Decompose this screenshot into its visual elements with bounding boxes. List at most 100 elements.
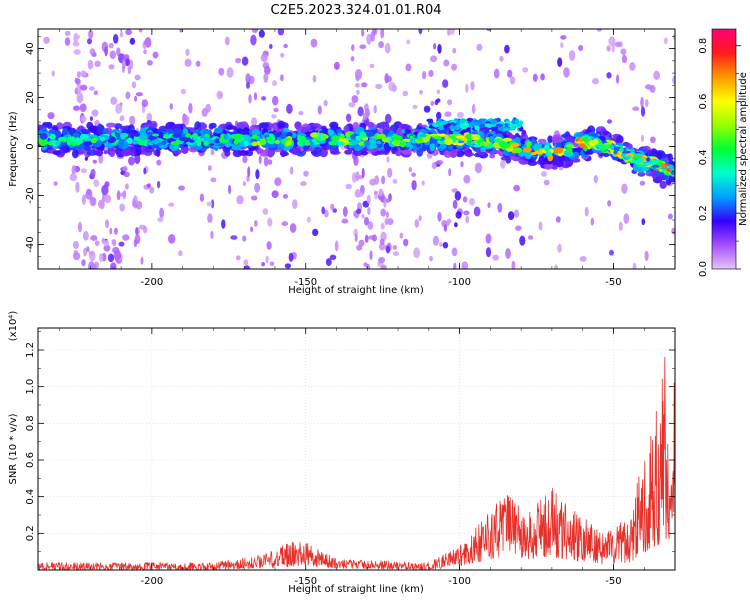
spectrogram-noise-blob — [104, 46, 108, 57]
spectrogram-band-blob — [456, 140, 465, 144]
spectrogram-noise-blob — [85, 190, 93, 200]
spectrogram-noise-blob — [88, 250, 96, 262]
spectrogram-noise-blob — [247, 166, 251, 177]
spectrogram-noise-blob — [622, 53, 626, 63]
spectrogram-band-blob — [120, 148, 131, 157]
spectrogram-noise-blob — [114, 227, 118, 235]
spectrogram-band-blob — [493, 138, 503, 143]
spectrogram-noise-blob — [138, 29, 143, 33]
spectrogram-band-blob — [419, 134, 427, 138]
spectrogram-noise-blob — [451, 63, 458, 71]
spectrogram-noise-blob — [370, 31, 376, 42]
spectrogram-noise-blob — [330, 203, 335, 211]
spectrogram-noise-blob — [288, 252, 294, 262]
spectrogram-xtick-label: -200 — [141, 277, 164, 288]
spectrogram-band-blob — [352, 149, 364, 156]
spectrogram-noise-blob — [124, 183, 129, 190]
spectrogram-noise-blob — [361, 29, 365, 37]
spectrogram-noise-blob — [71, 165, 77, 175]
spectrogram-noise-blob — [436, 111, 442, 120]
figure-title: C2E5.2023.324.01.01.R04 — [270, 3, 441, 18]
spectrogram-noise-blob — [353, 154, 359, 166]
spectrogram-noise-blob — [380, 29, 385, 39]
spectrogram-noise-blob — [156, 180, 161, 189]
spectrogram-noise-blob — [448, 168, 452, 177]
spectrogram-frame — [37, 28, 676, 270]
spectrogram-band-blob — [137, 140, 146, 146]
spectrogram-noise-blob — [245, 73, 251, 84]
spectrogram-noise-blob — [140, 256, 144, 265]
spectrogram-band-blob — [367, 121, 374, 128]
spectrogram-band-blob — [42, 122, 53, 128]
spectrogram-band-blob — [598, 144, 607, 150]
spectrogram-band-blob — [368, 143, 378, 149]
spectrogram-noise-blob — [178, 185, 186, 191]
spectrogram-noise-blob — [402, 90, 409, 97]
spectrogram-band-blob — [500, 156, 511, 161]
spectrogram-noise-blob — [51, 70, 55, 77]
spectrogram-band-blob — [286, 131, 293, 138]
spectrogram-ytick-label: 20 — [25, 91, 36, 104]
spectrogram-band-blob — [545, 151, 552, 157]
spectrogram-noise-blob — [149, 186, 155, 194]
spectrogram-band-blob — [565, 144, 575, 148]
spectrogram-noise-blob — [361, 213, 365, 219]
spectrogram-band-blob — [511, 119, 517, 126]
spectrogram-noise-blob — [541, 171, 548, 177]
spectrogram-noise-blob — [540, 73, 545, 81]
spectrogram-noise-blob — [91, 109, 99, 117]
spectrogram-band-blob — [602, 130, 609, 136]
spectrogram-noise-blob — [499, 55, 504, 62]
spectrogram-band-blob — [478, 124, 486, 129]
spectrogram-noise-blob — [334, 61, 340, 70]
spectrogram-band-blob — [232, 149, 243, 158]
spectrogram-noise-blob — [211, 199, 215, 209]
spectrogram-noise-blob — [224, 36, 230, 46]
snr-plot-area — [38, 328, 675, 570]
spectrogram-noise-blob — [250, 34, 257, 46]
spectrogram-band-blob — [126, 137, 133, 144]
spectrogram-band-blob — [376, 150, 386, 155]
spectrogram-noise-blob — [429, 255, 433, 262]
spectrogram-noise-blob — [606, 45, 611, 52]
snr-multiplier: (x10⁴) — [8, 311, 19, 342]
spectrogram-noise-blob — [640, 96, 644, 108]
spectrogram-band-blob — [272, 133, 281, 138]
spectrogram-band-blob — [203, 140, 209, 146]
spectrogram-noise-blob — [568, 50, 576, 61]
spectrogram-noise-blob — [83, 247, 87, 257]
spectrogram-band-blob — [434, 135, 442, 140]
spectrogram-noise-blob — [497, 202, 503, 213]
spectrogram-band-blob — [196, 139, 202, 144]
spectrogram-noise-blob — [513, 184, 520, 192]
spectrogram-noise-blob — [452, 47, 457, 54]
spectrogram-noise-blob — [89, 86, 95, 91]
spectrogram-band-blob — [350, 134, 356, 141]
spectrogram-noise-blob — [267, 159, 273, 165]
spectrogram-band-blob — [139, 133, 145, 141]
spectrogram-noise-blob — [289, 223, 297, 233]
spectrogram-noise-blob — [89, 48, 96, 56]
spectrogram-noise-blob — [47, 112, 55, 120]
spectrogram-noise-blob — [387, 218, 394, 226]
spectrogram-noise-blob — [351, 172, 357, 184]
spectrogram-band-blob — [52, 150, 61, 156]
spectrogram-noise-blob — [434, 99, 439, 106]
spectrogram-noise-blob — [462, 196, 468, 203]
spectrogram-noise-blob — [391, 84, 397, 92]
spectrogram-noise-blob — [385, 198, 391, 203]
spectrogram-noise-blob — [250, 226, 254, 232]
spectrogram-noise-blob — [411, 180, 417, 191]
spectrogram-band-blob — [354, 144, 362, 152]
spectrogram-band-blob — [449, 125, 455, 130]
spectrogram-noise-blob — [454, 222, 458, 228]
spectrogram-noise-blob — [108, 64, 115, 70]
spectrogram-noise-blob — [116, 47, 121, 57]
colorbar-frame — [711, 28, 737, 270]
spectrogram-band-blob — [619, 147, 624, 153]
spectrogram-noise-blob — [432, 235, 439, 246]
spectrogram-band-blob — [365, 131, 375, 137]
spectrogram-band-blob — [381, 137, 390, 143]
